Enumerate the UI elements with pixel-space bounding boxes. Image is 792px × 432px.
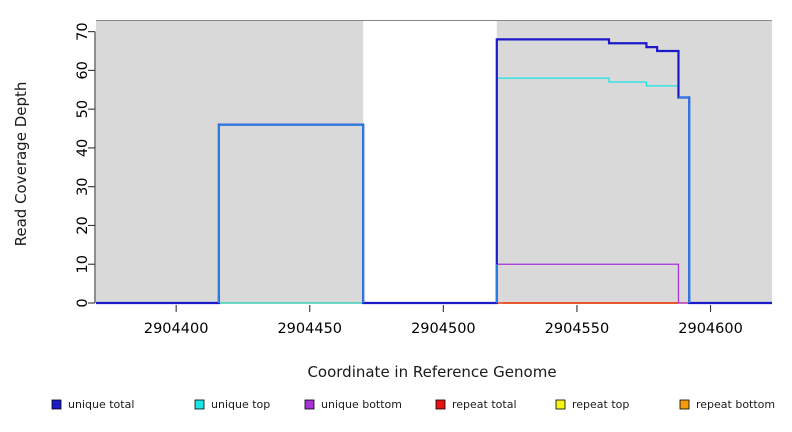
legend-label-unique-bottom: unique bottom bbox=[321, 398, 402, 411]
x-tick-label-2904550: 2904550 bbox=[545, 321, 610, 337]
legend-swatch-unique-bottom bbox=[304, 399, 315, 410]
legend-label-unique-top: unique top bbox=[211, 398, 270, 411]
legend-swatch-repeat-bottom bbox=[679, 399, 690, 410]
legend-label-repeat-bottom: repeat bottom bbox=[696, 398, 775, 411]
x-axis-title: Coordinate in Reference Genome bbox=[307, 363, 556, 381]
series-group bbox=[96, 38, 772, 305]
legend-swatch-repeat-total bbox=[435, 399, 446, 410]
shaded-region-0 bbox=[96, 20, 364, 303]
y-tick-label-40: 40 bbox=[75, 139, 91, 157]
legend-swatch-unique-total bbox=[51, 399, 62, 410]
shaded-region-group bbox=[96, 20, 772, 303]
legend-swatch-unique-top bbox=[194, 399, 205, 410]
x-tick-label-2904450: 2904450 bbox=[277, 321, 342, 337]
y-tick-label-30: 30 bbox=[75, 177, 91, 195]
y-tick-label-70: 70 bbox=[75, 22, 91, 40]
legend: unique total unique top unique bottom repea… bbox=[51, 398, 775, 411]
y-tick-label-10: 10 bbox=[75, 255, 91, 273]
shaded-region-1 bbox=[496, 20, 772, 303]
y-tick-label-50: 50 bbox=[75, 100, 91, 118]
y-axis-title: Read Coverage Depth bbox=[12, 82, 30, 247]
y-tick-label-0: 0 bbox=[75, 298, 91, 307]
x-tick-label-2904500: 2904500 bbox=[411, 321, 476, 337]
x-tick-label-2904600: 2904600 bbox=[678, 321, 743, 337]
y-tick-label-60: 60 bbox=[75, 61, 91, 79]
x-tick-label-2904400: 2904400 bbox=[144, 321, 209, 337]
y-axis: 0 10 20 30 40 50 60 70 bbox=[75, 22, 96, 308]
y-tick-label-20: 20 bbox=[75, 216, 91, 234]
legend-label-repeat-total: repeat total bbox=[452, 398, 517, 411]
legend-swatch-repeat-top bbox=[555, 399, 566, 410]
legend-label-unique-total: unique total bbox=[68, 398, 134, 411]
x-axis: 2904400 2904450 2904500 2904550 2904600 bbox=[144, 305, 743, 337]
legend-label-repeat-top: repeat top bbox=[572, 398, 629, 411]
